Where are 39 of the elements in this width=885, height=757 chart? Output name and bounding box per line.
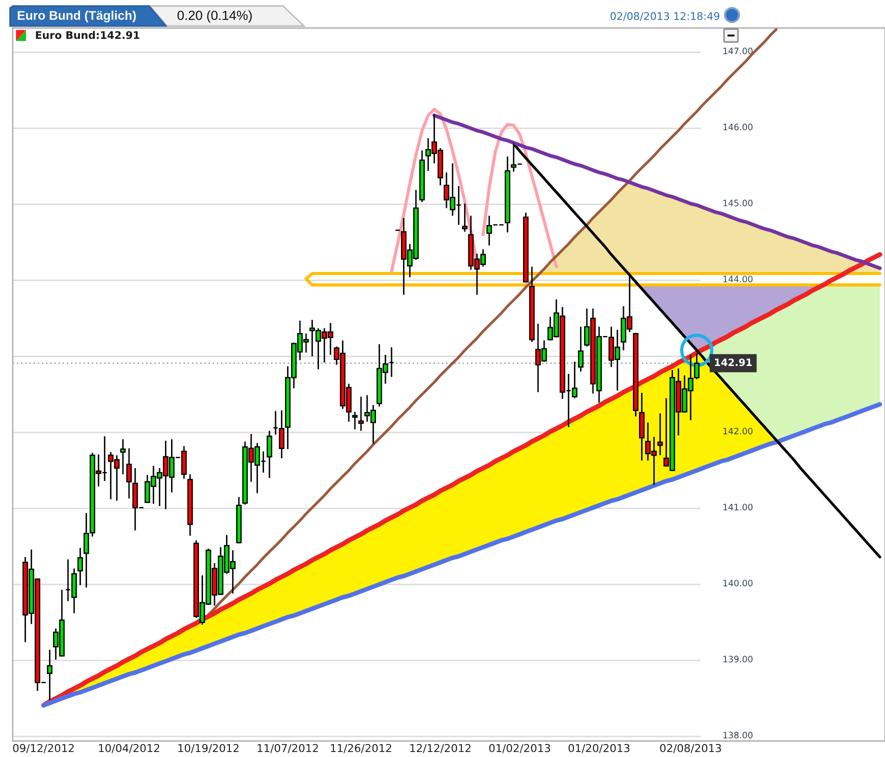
y-tick-label: 140.00 [723,580,753,586]
ref-line-label: 142.91 [715,358,752,366]
line-series [41,252,882,708]
x-tick-label: 12/12/2012 [410,744,470,754]
candlestick [358,396,364,432]
y-tick-label: 141.00 [723,504,753,510]
x-tick-label: 01/20/2013 [568,744,630,754]
candlestick [120,438,126,475]
candlestick [352,411,358,430]
line-series [41,402,882,708]
x-tick-label: 01/02/2013 [489,744,550,754]
candlestick [657,412,663,456]
candlestick [77,547,83,586]
y-tick-label: 142.00 [723,428,753,434]
candlestick [578,326,584,372]
candlestick [462,202,468,232]
candlestick [46,649,52,701]
chart-title: Euro Bund (Täglich) [18,10,136,22]
y-tick-label: 139.00 [723,656,753,662]
line-series [390,108,479,273]
y-tick-label: 147.00 [723,48,753,54]
chart-subtitle: 0.20 (0.14%) [178,10,252,23]
x-tick-label: 10/19/2012 [178,744,239,754]
line-series [432,114,882,270]
y-tick-label: 145.00 [723,200,753,206]
y-tick-label: 138.00 [723,732,753,738]
annotation: Euro Bund:142.91 [36,30,140,40]
text: 02/08/2013 12:18:49 [610,12,720,21]
x-tick-label: 11/26/2012 [330,744,392,754]
x-tick-label: 10/04/2012 [99,744,160,754]
candlestick [266,430,272,479]
x-tick-label: 02/08/2013 [660,744,721,754]
line-series [207,28,778,616]
x-tick-label: 11/07/2012 [258,744,318,754]
y-tick-label: 144.00 [723,276,753,282]
y-tick-label: 146.00 [723,124,753,130]
line-series [482,123,558,268]
x-tick-label: 09/12/2012 [13,744,74,754]
candlestick [126,448,132,500]
